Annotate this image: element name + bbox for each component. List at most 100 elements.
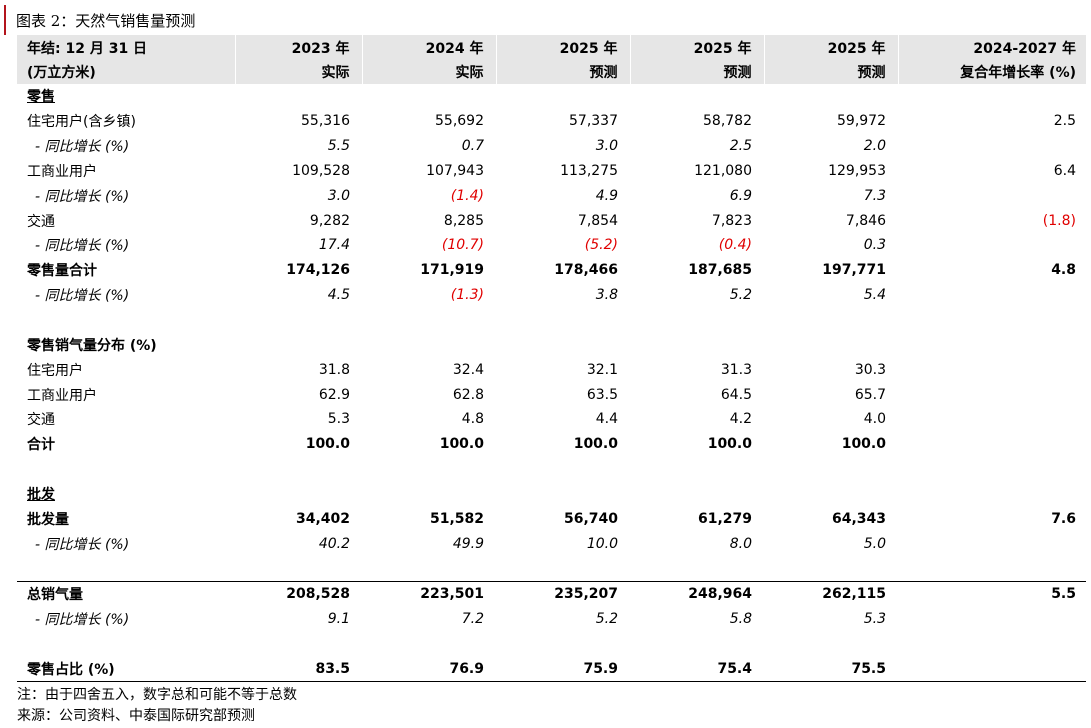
row-label: - 同比增长 (%) xyxy=(35,238,130,255)
table-cell: 178,466 xyxy=(554,262,618,279)
table-cell xyxy=(362,556,496,581)
table-row: 交通 9,282 8,285 7,854 7,823 7,846 (1.8) xyxy=(17,208,1086,233)
table-cell xyxy=(362,632,496,657)
table-cell xyxy=(764,308,898,333)
table-cell: 5.2 xyxy=(595,611,618,628)
table-cell: 55,692 xyxy=(435,113,484,130)
row-label: 零售量合计 xyxy=(27,263,97,280)
table-cell: 4.5 xyxy=(327,287,350,304)
table-cell xyxy=(764,84,898,109)
table-cell xyxy=(362,332,496,357)
table-cell xyxy=(898,183,1086,208)
table-cell xyxy=(898,283,1086,308)
table-cell: 2.5 xyxy=(729,138,752,155)
row-label xyxy=(17,457,235,482)
table-cell: 31.8 xyxy=(318,361,350,378)
table-cell: 34,402 xyxy=(295,510,350,527)
title-accent-bar xyxy=(4,5,6,35)
row-label: 零售销气量分布 (%) xyxy=(27,337,157,354)
table-cell xyxy=(362,84,496,109)
table-cell: 4.0 xyxy=(863,411,886,428)
table-row xyxy=(17,632,1086,657)
row-label: 零售 xyxy=(27,89,55,106)
table-cell: 61,279 xyxy=(697,510,752,527)
table-cell: 7,854 xyxy=(577,212,618,229)
table-cell: (1.8) xyxy=(1042,212,1076,229)
table-cell: 65.7 xyxy=(854,386,886,403)
table-cell xyxy=(235,482,362,507)
table-row: 住宅用户 31.8 32.4 32.1 31.3 30.3 xyxy=(17,357,1086,382)
gas-sales-forecast-table: 年结: 12 月 31 日 2023 年 2024 年 2025 年 2025 … xyxy=(17,35,1086,683)
table-cell: 7,846 xyxy=(845,212,886,229)
row-label: - 同比增长 (%) xyxy=(35,288,130,305)
table-cell: 3.0 xyxy=(327,187,350,204)
table-cell: 5.0 xyxy=(863,535,886,552)
table-cell xyxy=(362,308,496,333)
table-cell xyxy=(362,482,496,507)
table-cell: 100.0 xyxy=(573,436,618,453)
table-row: 批发 xyxy=(17,482,1086,507)
table-cell: 5.2 xyxy=(729,287,752,304)
table-cell: 6.9 xyxy=(729,187,752,204)
row-label: 住宅用户 xyxy=(27,362,83,379)
table-row xyxy=(17,556,1086,581)
row-label: 总销气量 xyxy=(17,580,235,607)
header-cell: 2023 年 xyxy=(235,35,363,60)
table-cell: (10.7) xyxy=(441,237,484,254)
row-label: - 同比增长 (%) xyxy=(35,612,130,629)
table-cell xyxy=(630,84,764,109)
table-cell xyxy=(764,332,898,357)
table-cell: (1.3) xyxy=(450,287,484,304)
table-cell xyxy=(362,457,496,482)
row-label: - 同比增长 (%) xyxy=(35,139,130,156)
table-cell: 100.0 xyxy=(439,436,484,453)
table-cell: 8,285 xyxy=(443,212,484,229)
table-row: - 同比增长 (%) 40.2 49.9 10.0 8.0 5.0 xyxy=(17,531,1086,556)
table-cell: 62.9 xyxy=(318,386,350,403)
table-row: - 同比增长 (%) 9.1 7.2 5.2 5.8 5.3 xyxy=(17,607,1086,632)
footnote-rounding: 注：由于四舍五入，数字总和可能不等于总数 xyxy=(17,687,297,703)
table-cell xyxy=(235,332,362,357)
figure-title: 图表 2：天然气销售量预测 xyxy=(16,12,196,30)
header-cell: 2025 年 xyxy=(764,35,899,60)
table-cell xyxy=(496,632,630,657)
table-cell: 3.0 xyxy=(595,138,618,155)
row-label xyxy=(17,632,235,657)
row-label: 交通 xyxy=(27,213,55,230)
row-label: 住宅用户(含乡镇) xyxy=(27,114,136,131)
table-cell: 248,964 xyxy=(630,580,764,607)
table-cell: (0.4) xyxy=(718,237,752,254)
table-cell: 4.9 xyxy=(595,187,618,204)
table-cell xyxy=(630,632,764,657)
header-cell: (万立方米) xyxy=(17,60,236,84)
table-cell xyxy=(496,556,630,581)
table-cell xyxy=(898,482,1086,507)
row-label: - 同比增长 (%) xyxy=(35,536,130,553)
table-row xyxy=(17,457,1086,482)
table-cell: 171,919 xyxy=(420,262,484,279)
table-cell: 3.8 xyxy=(595,287,618,304)
table-row xyxy=(17,308,1086,333)
table-cell xyxy=(235,632,362,657)
table-cell xyxy=(496,308,630,333)
table-cell: 59,972 xyxy=(837,113,886,130)
table-row: 零售量合计 174,126 171,919 178,466 187,685 197,771… xyxy=(17,258,1086,283)
row-label: - 同比增长 (%) xyxy=(35,188,130,205)
table-cell: 62.8 xyxy=(452,386,484,403)
table-cell xyxy=(764,632,898,657)
row-label xyxy=(17,308,235,333)
row-label: 工商业用户 xyxy=(27,387,97,404)
table-cell xyxy=(898,656,1086,683)
table-cell: (1.4) xyxy=(450,187,484,204)
table-row: 总销气量 208,528 223,501 235,207 248,964 262,115 5… xyxy=(17,580,1086,607)
table-cell xyxy=(898,457,1086,482)
table-cell: 57,337 xyxy=(569,113,618,130)
table-cell: 5.5 xyxy=(327,138,350,155)
table-row: 零售销气量分布 (%) xyxy=(17,332,1086,357)
table-cell xyxy=(496,482,630,507)
table-cell: 58,782 xyxy=(703,113,752,130)
table-cell xyxy=(898,607,1086,632)
header-cell: 年结: 12 月 31 日 xyxy=(17,35,236,60)
row-label: 合计 xyxy=(27,437,55,454)
header-cell: 复合年增长率 (%) xyxy=(898,60,1086,84)
